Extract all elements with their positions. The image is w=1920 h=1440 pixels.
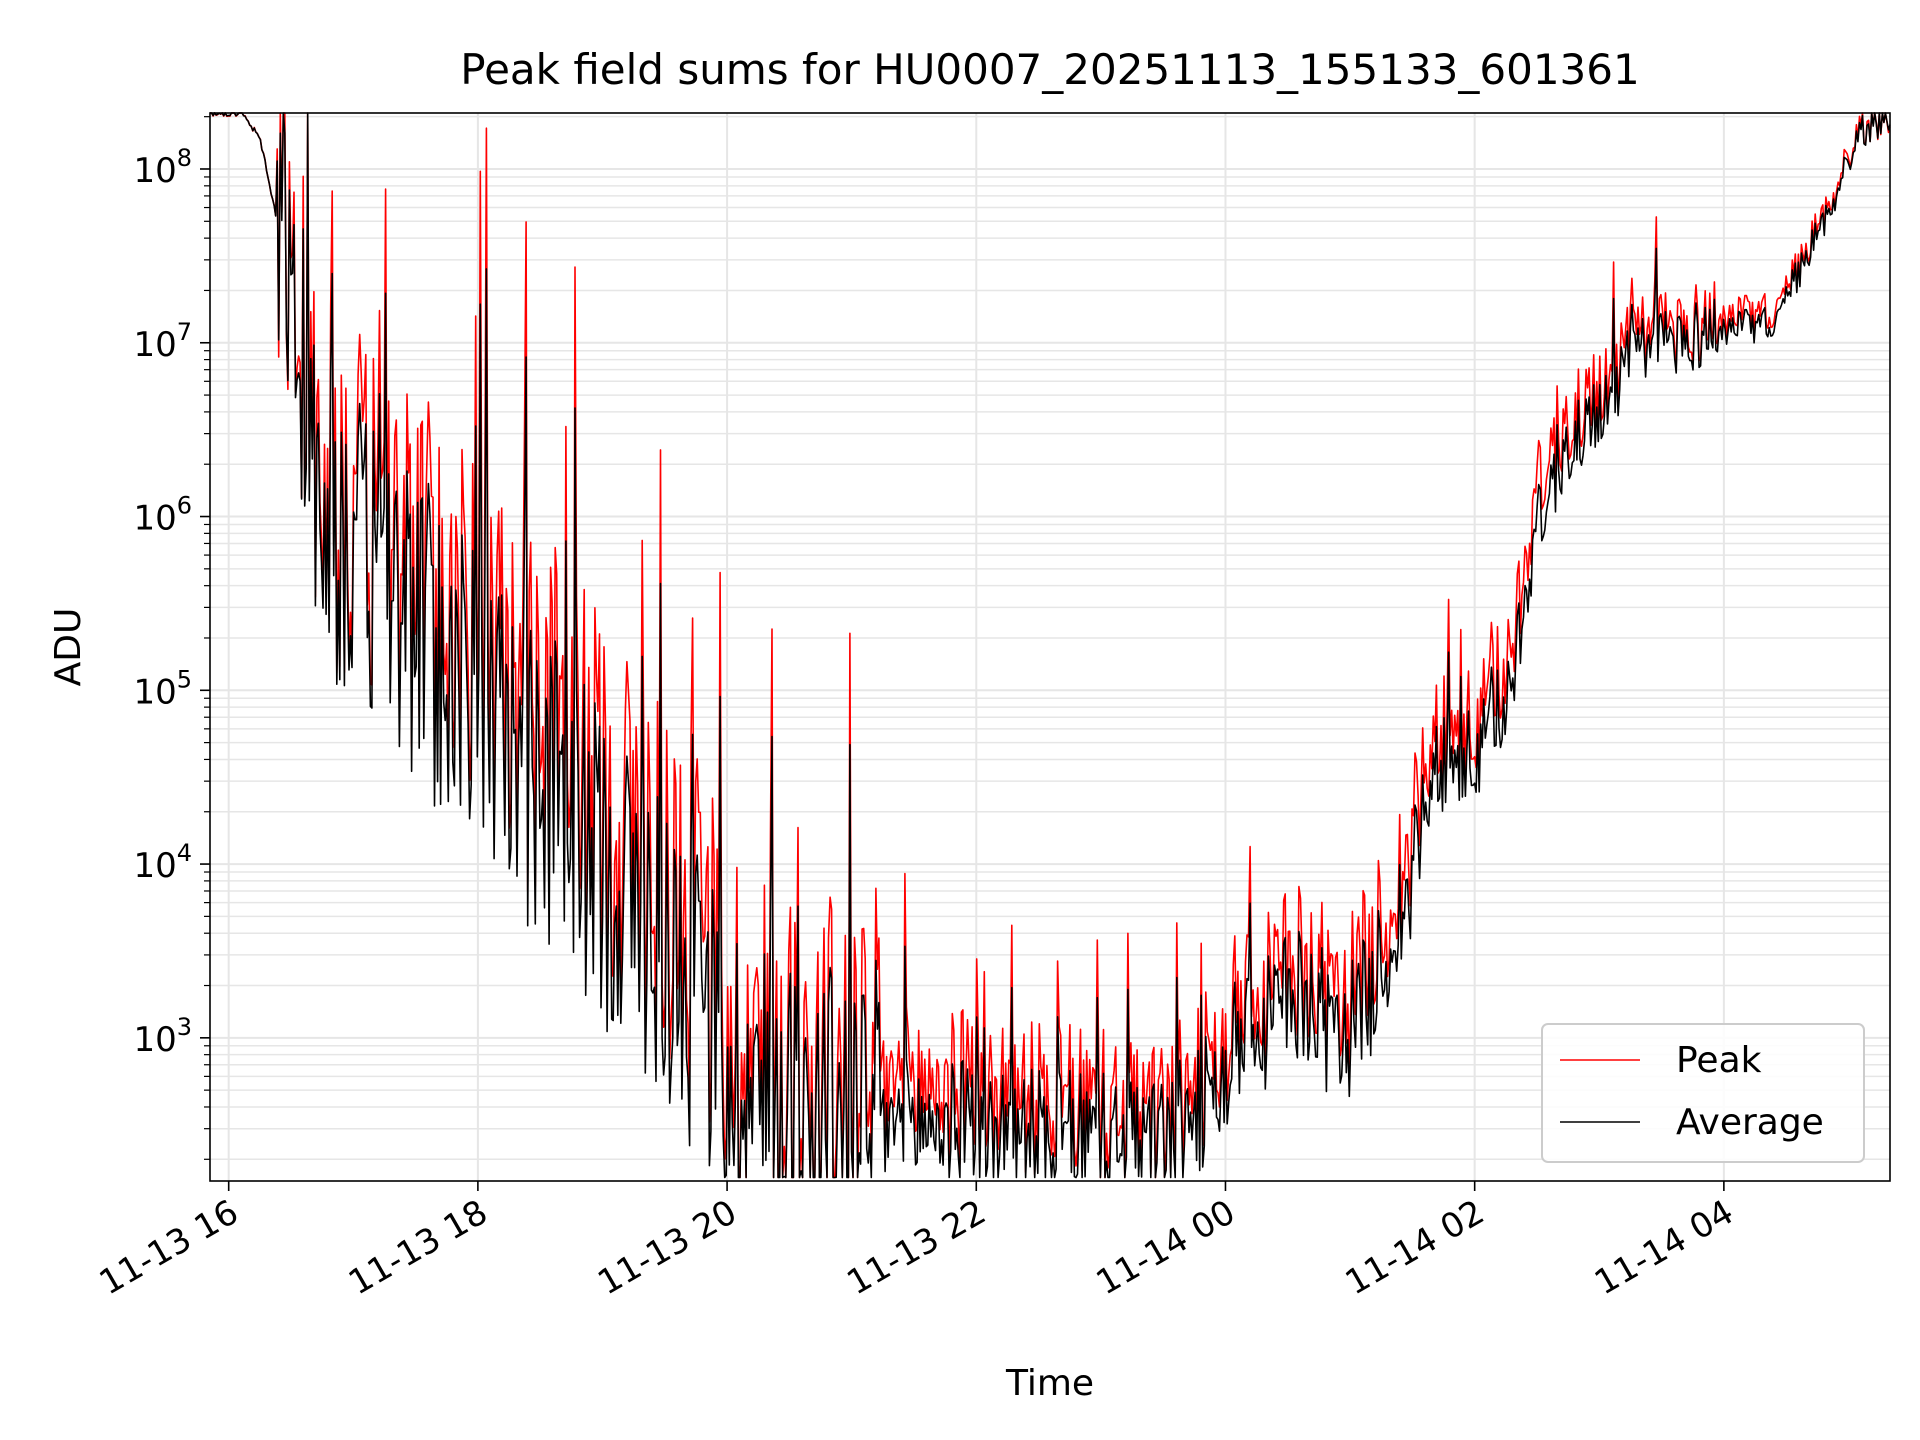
y-tick-label: 107	[133, 318, 192, 365]
y-axis: 103 104 105 106 107 108	[133, 116, 210, 1160]
grid	[210, 113, 1890, 1181]
y-tick-label: 108	[133, 144, 192, 191]
series-line-average	[210, 112, 1891, 1179]
plot-frame	[209, 112, 1891, 1182]
legend-peak-label: Peak	[1676, 1040, 1762, 1081]
chart-title: Peak field sums for HU0007_20251113_1551…	[460, 45, 1639, 94]
y-tick-label: 103	[133, 1013, 192, 1060]
y-tick-label: 106	[133, 492, 192, 539]
y-tick-label: 105	[133, 665, 192, 712]
series-lines	[210, 112, 1891, 1179]
legend: Peak Average	[1541, 1023, 1865, 1163]
y-axis-label: ADU	[48, 608, 89, 687]
legend-box	[1541, 1023, 1865, 1163]
x-axis-label: Time	[1005, 1363, 1094, 1404]
y-tick-label: 104	[133, 839, 192, 886]
legend-average-label: Average	[1676, 1102, 1824, 1143]
